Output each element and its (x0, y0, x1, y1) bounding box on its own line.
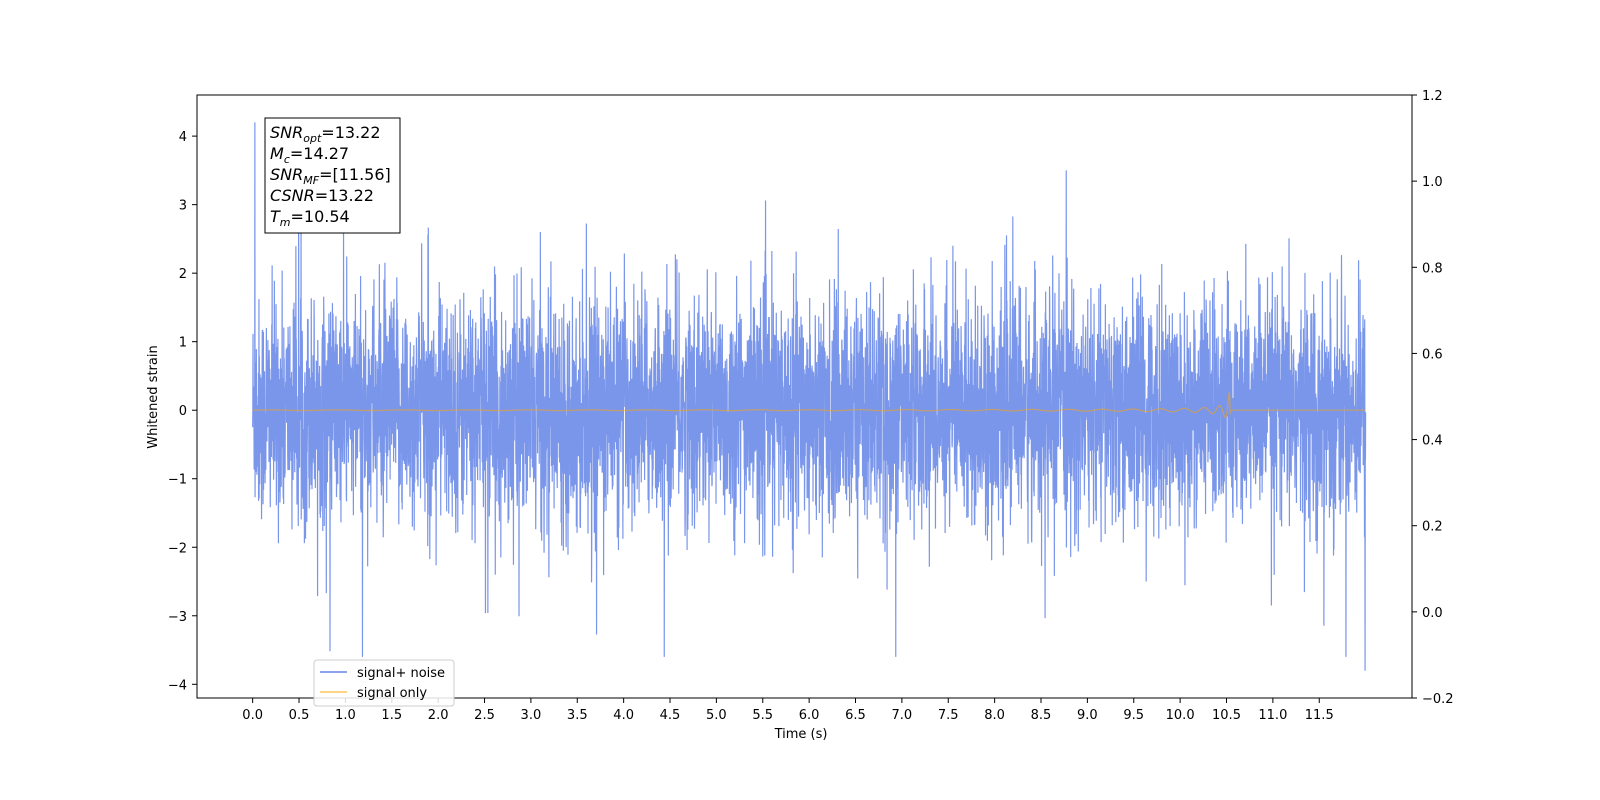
x-tick-label: 10.5 (1212, 708, 1241, 723)
x-tick-label: 4.5 (660, 708, 681, 723)
x-tick-label: 9.0 (1077, 708, 1098, 723)
x-tick-label: 1.5 (381, 708, 402, 723)
series-layer (252, 122, 1367, 671)
x-tick-label: 6.0 (799, 708, 820, 723)
plot-frame (196, 94, 1413, 699)
y-axis-right: 1.2 1.0 0.8 0.6 0.4 0.2 0.0 −0.2 (1412, 89, 1454, 707)
x-axis-label: Time (s) (774, 727, 828, 742)
x-tick-label: 2.0 (428, 708, 449, 723)
y-tick-label: −1 (168, 473, 187, 488)
annotation-line: CSNR=13.22 (270, 186, 374, 205)
annotation-box: SNRopt=13.22Mc=14.27SNRMF=[11.56]CSNR=13… (264, 117, 401, 234)
y2-tick-label: 1.2 (1422, 89, 1443, 104)
y-tick-label: 2 (179, 267, 187, 282)
x-tick-label: 3.0 (521, 708, 542, 723)
annotation-line: Mc=14.27 (270, 144, 349, 166)
x-tick-label: 11.0 (1258, 708, 1287, 723)
x-tick-label: 9.5 (1123, 708, 1144, 723)
y-tick-label: 0 (179, 404, 187, 419)
series-signal-only-line (252, 391, 1366, 418)
annotation-line: SNRopt=13.22 (270, 123, 381, 145)
x-tick-label: 5.0 (706, 708, 727, 723)
y2-tick-label: −0.2 (1422, 692, 1454, 707)
x-tick-label: 8.0 (984, 708, 1005, 723)
x-tick-label: 10.0 (1166, 708, 1195, 723)
annotation-line: Tm=10.54 (270, 207, 350, 229)
y2-tick-label: 0.0 (1422, 606, 1443, 621)
x-tick-label: 8.5 (1031, 708, 1052, 723)
x-tick-label: 4.0 (613, 708, 634, 723)
y-tick-label: −3 (168, 610, 187, 625)
y-tick-label: −4 (168, 678, 187, 693)
x-axis: 0.0 0.5 1.0 1.5 2.0 2.5 3.0 3.5 4.0 4.5 5.0 5.5 6.0 6… (242, 698, 1334, 723)
x-tick-label: 6.5 (845, 708, 866, 723)
y-axis-label: Whitened strain (146, 345, 161, 448)
y2-tick-label: 1.0 (1422, 175, 1443, 190)
x-tick-label: 0.0 (242, 708, 263, 723)
y-tick-label: 1 (179, 336, 187, 351)
x-tick-label: 1.0 (335, 708, 356, 723)
legend-frame (313, 659, 455, 707)
x-tick-label: 11.5 (1305, 708, 1334, 723)
y2-tick-label: 0.6 (1422, 347, 1443, 362)
y-tick-label: −2 (168, 541, 187, 556)
legend-label: signal+ noise (357, 666, 445, 681)
annotation-line: SNRMF=[11.56] (270, 165, 391, 187)
x-tick-label: 2.5 (474, 708, 495, 723)
y-tick-label: 4 (179, 130, 187, 145)
series-signal-noise-line (252, 122, 1367, 671)
y2-tick-label: 0.2 (1422, 520, 1443, 535)
x-tick-label: 7.0 (892, 708, 913, 723)
x-tick-label: 0.5 (289, 708, 310, 723)
x-tick-label: 7.5 (938, 708, 959, 723)
y2-tick-label: 0.4 (1422, 434, 1443, 449)
y-axis-left: 4 3 2 1 0 −1 −2 −3 −4 (168, 130, 197, 693)
y2-tick-label: 0.8 (1422, 261, 1443, 276)
x-tick-label: 5.5 (752, 708, 773, 723)
x-tick-label: 3.5 (567, 708, 588, 723)
annotation-frame (264, 117, 401, 234)
y-tick-label: 3 (179, 199, 187, 214)
legend: signal+ noise signal only (313, 659, 455, 707)
legend-label: signal only (357, 686, 427, 701)
